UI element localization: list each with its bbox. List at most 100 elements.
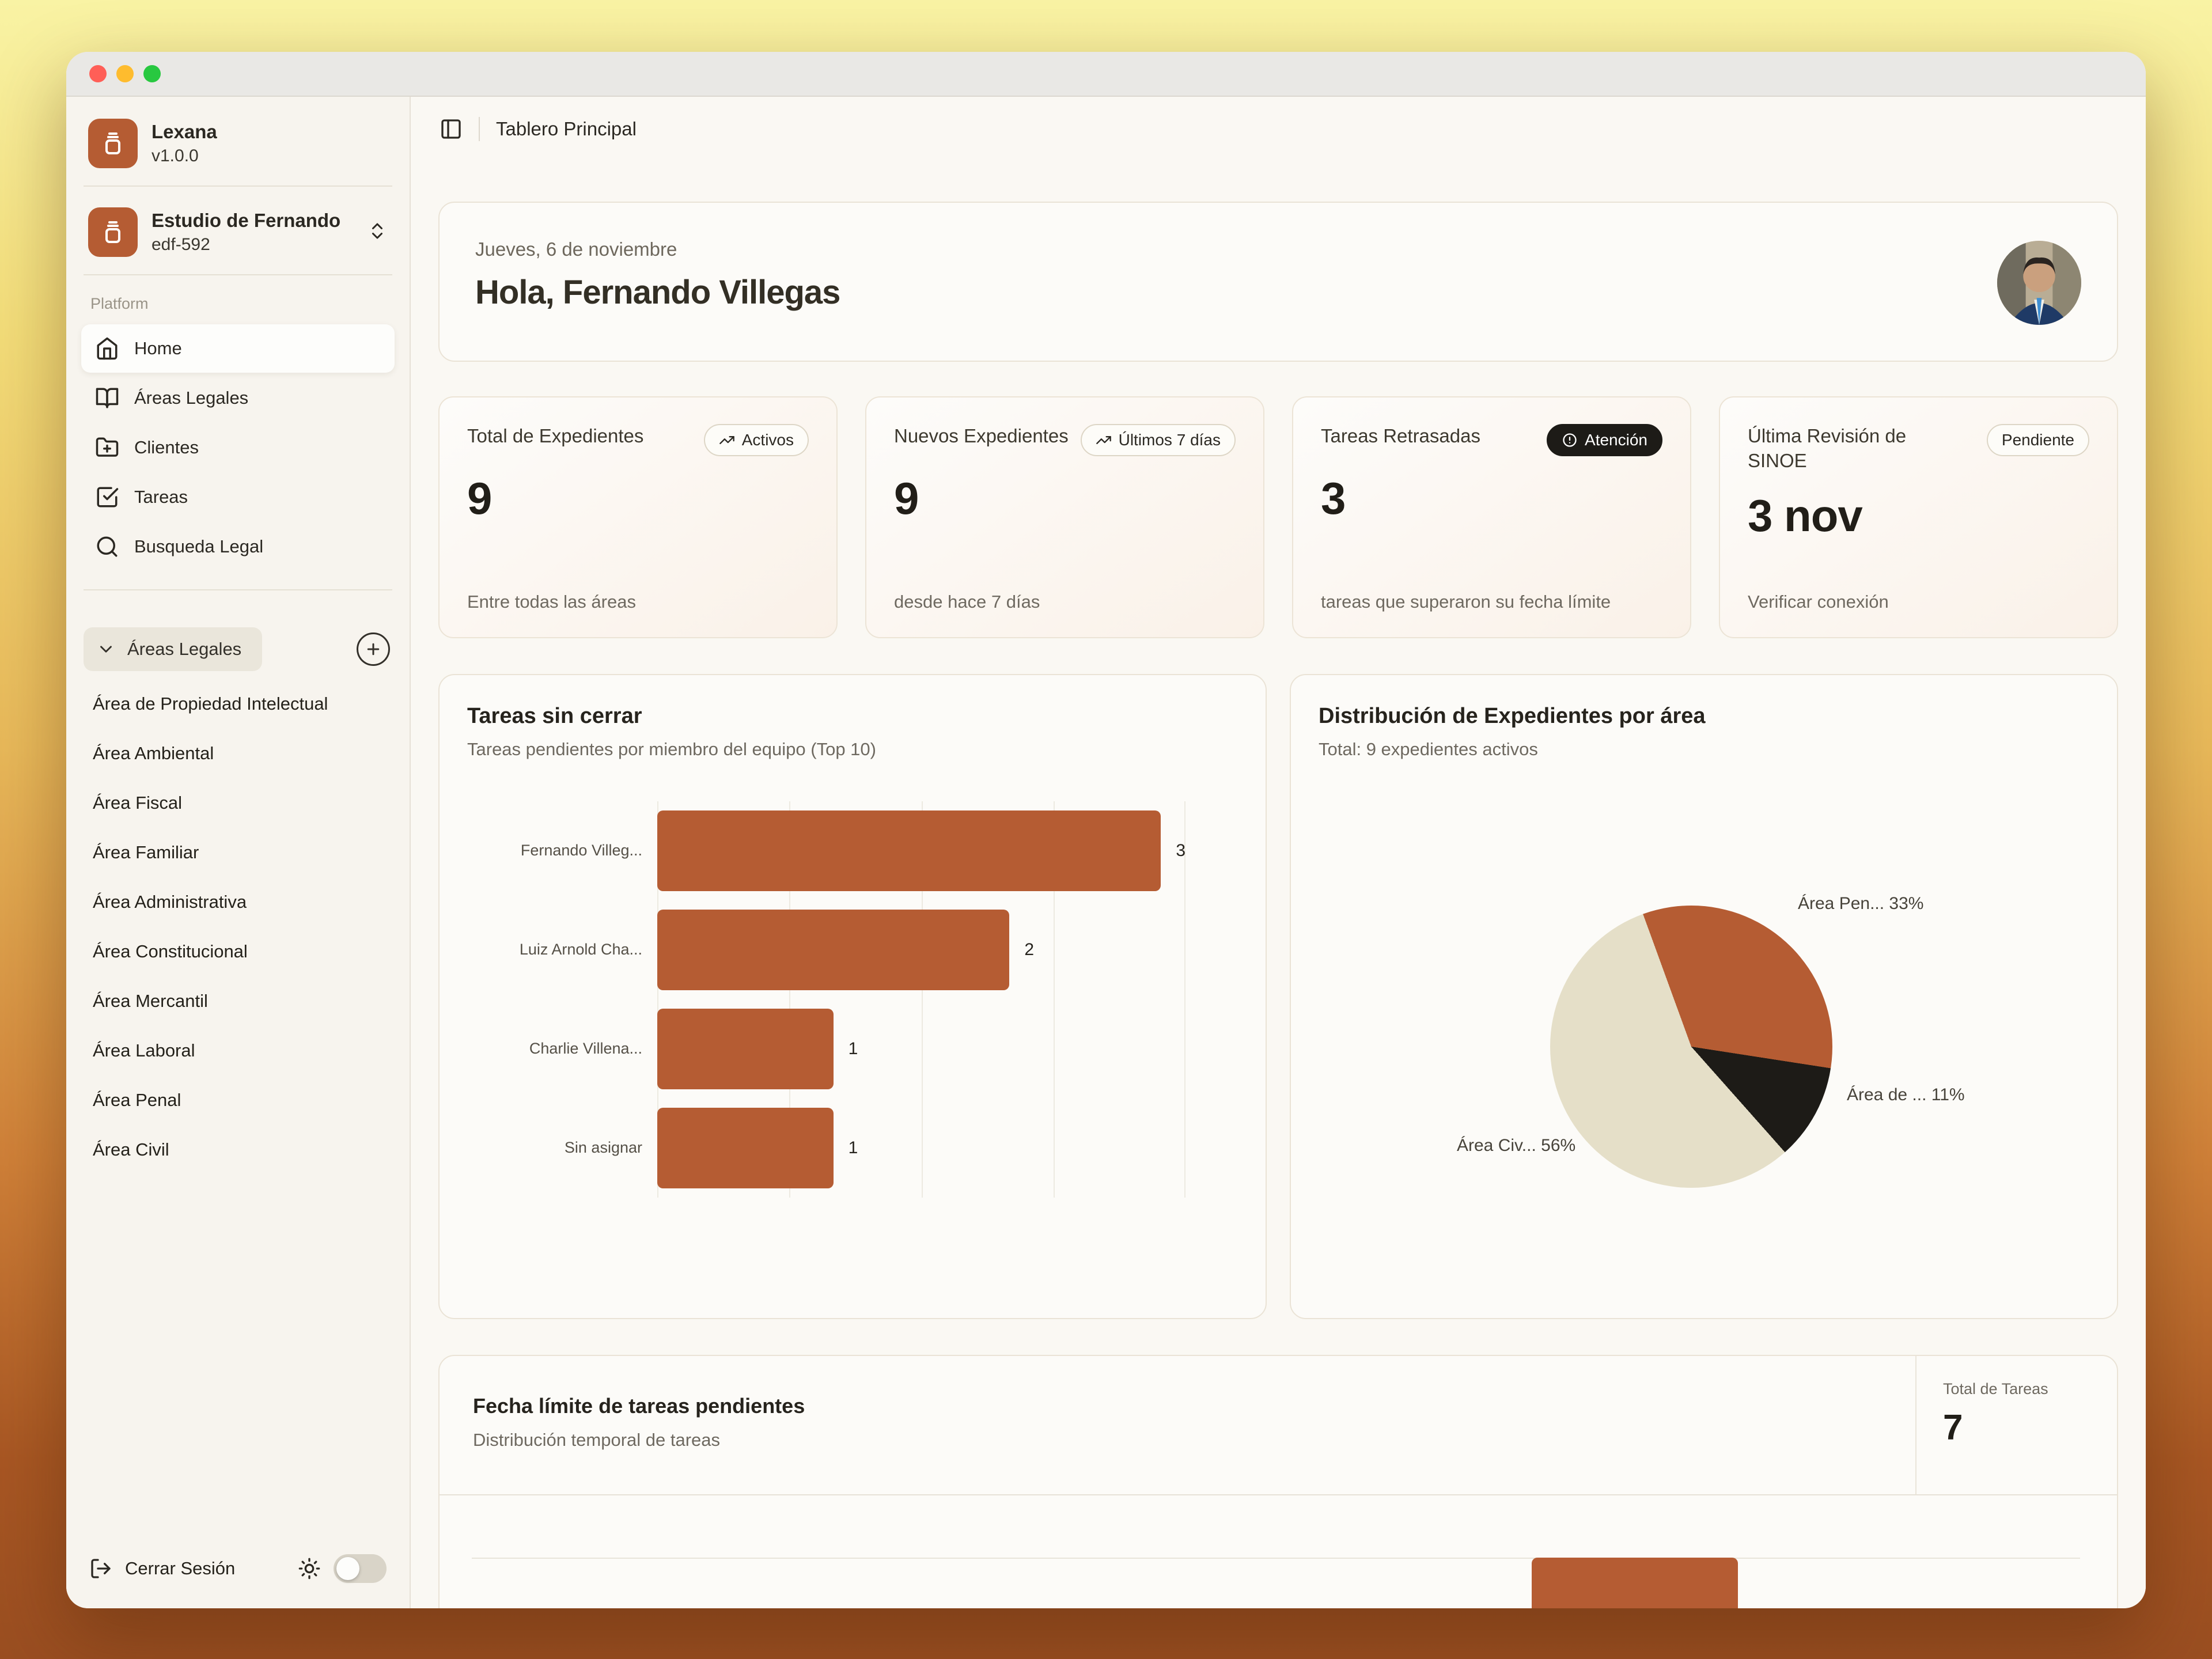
gridline — [472, 1558, 2080, 1559]
card-title: Fecha límite de tareas pendientes — [473, 1394, 805, 1418]
status-badge-attention: Atención — [1547, 424, 1662, 456]
chart-subtitle: Total: 9 expedientes activos — [1319, 739, 1538, 759]
stat-value: 3 — [1321, 473, 1346, 524]
bar-row: Sin asignar 1 — [467, 1099, 1238, 1198]
area-item[interactable]: Área Familiar — [93, 842, 199, 862]
sun-icon — [298, 1558, 320, 1580]
greeting-date: Jueves, 6 de noviembre — [475, 238, 677, 260]
stat-card-total-expedientes: Total de Expedientes Activos 9 Entre tod… — [438, 396, 838, 638]
total-tasks-label: Total de Tareas — [1943, 1380, 2048, 1397]
sidebar-item-label: Áreas Legales — [134, 388, 249, 408]
bar-value-label: 1 — [848, 1039, 858, 1058]
bar-row: Charlie Villena... 1 — [467, 999, 1238, 1099]
chevron-down-icon — [100, 646, 112, 653]
sidebar-item-tareas[interactable]: Tareas — [81, 473, 395, 521]
maximize-window-button[interactable] — [143, 65, 161, 82]
card-subtitle: Distribución temporal de tareas — [473, 1430, 721, 1450]
add-area-button[interactable] — [357, 632, 390, 666]
divider — [440, 1494, 2117, 1495]
sidebar-item-areas-legales[interactable]: Áreas Legales — [81, 374, 395, 422]
logout-button[interactable]: Cerrar Sesión — [125, 1558, 236, 1578]
area-item[interactable]: Área Fiscal — [93, 793, 183, 813]
trending-up-icon — [719, 436, 734, 444]
bar-category-label: Sin asignar — [564, 1139, 642, 1157]
status-badge: Últimos 7 días — [1080, 424, 1236, 456]
bar-category-label: Luiz Arnold Cha... — [519, 941, 642, 959]
bar — [657, 910, 1010, 990]
bar-row: Fernando Villeg... 3 — [467, 801, 1238, 900]
top-bar: Tablero Principal — [411, 97, 2146, 161]
bar-track: 2 — [657, 910, 1185, 990]
sidebar-item-label: Home — [134, 338, 182, 358]
total-tasks-value: 7 — [1943, 1408, 1963, 1448]
lexana-logo-icon — [88, 119, 138, 168]
sidebar: Lexana v1.0.0 Estudio de Fernando edf-59… — [66, 97, 411, 1608]
divider — [84, 274, 392, 275]
sidebar-item-busqueda-legal[interactable]: Busqueda Legal — [81, 522, 395, 571]
bar-chart: Fernando Villeg... 3 Luiz Arnold Cha... 2 Ch… — [467, 801, 1238, 1198]
status-badge: Pendiente — [1986, 424, 2089, 456]
home-icon — [97, 337, 118, 360]
minimize-window-button[interactable] — [116, 65, 134, 82]
areas-legales-collapsible[interactable]: Áreas Legales — [84, 627, 263, 671]
bar-value-label: 1 — [848, 1138, 858, 1157]
primary-nav: Home Áreas Legales Clientes Tareas Busqu… — [81, 324, 395, 572]
workspace-id: edf-592 — [151, 235, 210, 254]
sidebar-item-label: Tareas — [134, 487, 188, 507]
area-item[interactable]: Área Penal — [93, 1090, 181, 1110]
stat-subtitle: desde hace 7 días — [894, 592, 1040, 612]
bar — [657, 810, 1161, 891]
area-item[interactable]: Área Civil — [93, 1139, 169, 1160]
alert-circle-icon — [1563, 433, 1577, 447]
stat-card-nuevos-expedientes: Nuevos Expedientes Últimos 7 días 9 desd… — [865, 396, 1264, 638]
stat-title: Total de Expedientes — [467, 425, 644, 446]
page-title: Hola, Fernando Villegas — [475, 274, 840, 311]
app-version: v1.0.0 — [151, 146, 199, 165]
breadcrumb: Tablero Principal — [496, 118, 637, 139]
bar-track: 1 — [657, 1009, 1185, 1089]
total-tasks-panel: Total de Tareas 7 — [1915, 1356, 2117, 1494]
area-item[interactable]: Área de Propiedad Intelectual — [93, 694, 328, 714]
area-item[interactable]: Área Mercantil — [93, 991, 208, 1011]
sidebar-item-clientes[interactable]: Clientes — [81, 423, 395, 472]
timeline-chart — [440, 1495, 2117, 1608]
stat-value: 9 — [894, 473, 919, 524]
bar-chart-card: Tareas sin cerrar Tareas pendientes por … — [438, 674, 1267, 1319]
stat-card-tareas-retrasadas: Tareas Retrasadas Atención 3 tareas que … — [1292, 396, 1691, 638]
workspace-switcher[interactable]: Estudio de Fernando edf-592 — [81, 207, 395, 257]
bar-track: 1 — [657, 1108, 1185, 1188]
plus-icon — [367, 643, 380, 656]
window-titlebar — [66, 52, 2146, 97]
bar — [657, 1009, 834, 1089]
avatar[interactable] — [1997, 241, 2081, 325]
area-item[interactable]: Área Ambiental — [93, 743, 214, 763]
app-name: Lexana — [151, 121, 217, 142]
chart-title: Tareas sin cerrar — [467, 704, 642, 728]
platform-section-label: Platform — [90, 295, 149, 312]
stats-row: Total de Expedientes Activos 9 Entre tod… — [438, 396, 2118, 638]
stat-card-ultima-revision-sinoe: Última Revisión de SINOE Pendiente 3 nov… — [1719, 396, 2118, 638]
area-item[interactable]: Área Constitucional — [93, 941, 248, 961]
logout-icon — [91, 1559, 111, 1578]
area-item[interactable]: Área Laboral — [93, 1040, 195, 1060]
theme-toggle[interactable] — [334, 1554, 387, 1583]
divider — [84, 185, 392, 187]
bar-value-label: 3 — [1176, 841, 1185, 860]
close-window-button[interactable] — [89, 65, 107, 82]
sidebar-item-home[interactable]: Home — [81, 324, 395, 373]
area-item[interactable]: Área Administrativa — [93, 892, 247, 912]
deadlines-card: Fecha límite de tareas pendientes Distri… — [438, 1355, 2118, 1608]
sidebar-toggle-icon[interactable] — [440, 118, 463, 141]
bar-row: Luiz Arnold Cha... 2 — [467, 900, 1238, 999]
pie-chart-card: Distribución de Expedientes por área Tot… — [1290, 674, 2118, 1319]
bar-track: 3 — [657, 810, 1185, 891]
workspace-logo-icon — [88, 207, 138, 257]
pie-chart — [1550, 906, 1832, 1188]
status-badge: Activos — [703, 424, 809, 456]
pie-slice-label: Área Pen... 33% — [1798, 894, 1924, 913]
sidebar-item-label: Busqueda Legal — [134, 536, 264, 556]
stat-subtitle: Verificar conexión — [1748, 592, 1889, 612]
chart-subtitle: Tareas pendientes por miembro del equipo… — [467, 739, 876, 759]
bar — [657, 1108, 834, 1188]
divider — [479, 117, 480, 141]
